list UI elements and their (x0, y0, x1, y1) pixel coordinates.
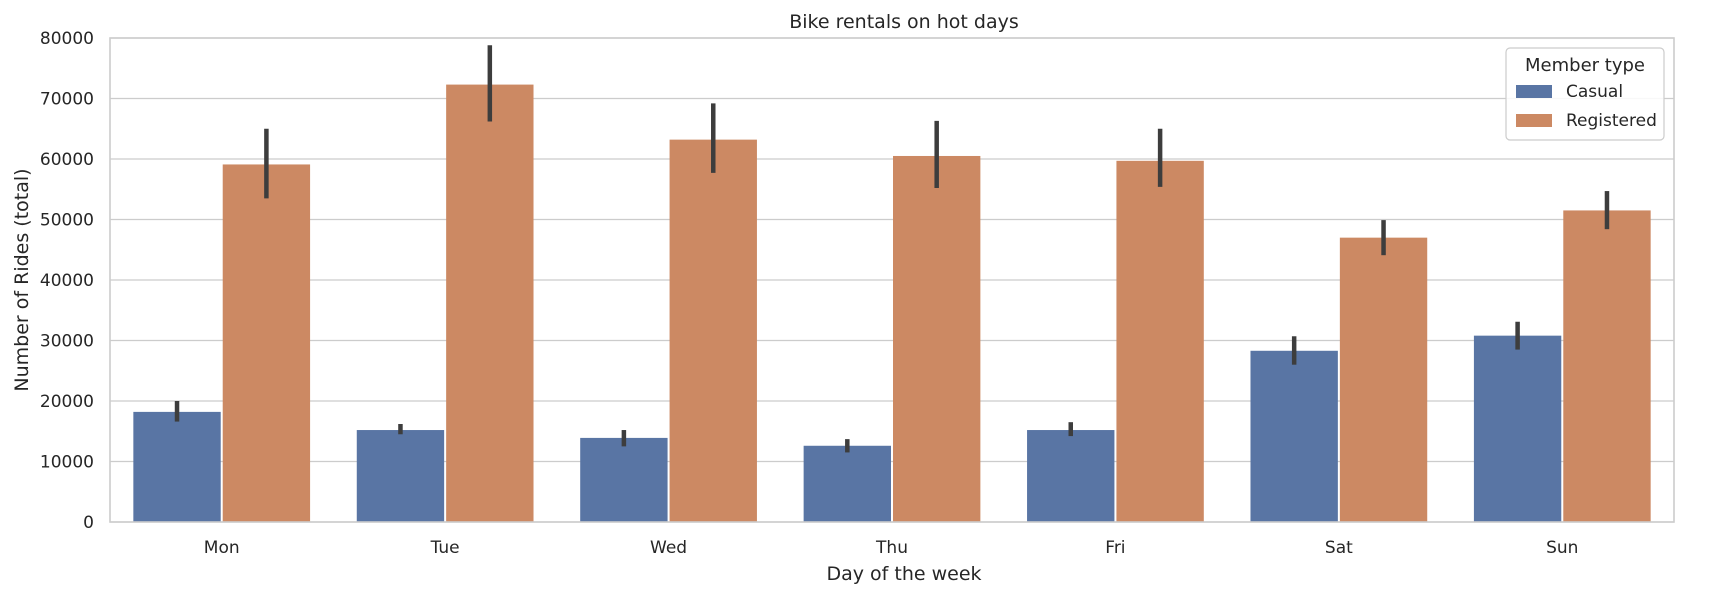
bar-casual-tue (356, 430, 445, 522)
chart-title: Bike rentals on hot days (789, 11, 1019, 33)
plot-frame (109, 37, 1675, 523)
x-tick-label: Sun (1546, 538, 1578, 558)
axes-frame (109, 37, 1675, 523)
bar-casual-fri (1027, 430, 1115, 522)
bar-registered-thu (893, 155, 981, 522)
bar-casual-thu (803, 445, 891, 522)
legend-label-registered: Registered (1566, 111, 1657, 131)
x-tick-label: Fri (1105, 538, 1125, 558)
x-tick-label: Tue (430, 538, 460, 558)
bar-casual-sun (1473, 335, 1562, 522)
legend-title: Member type (1525, 55, 1645, 76)
x-axis-label: Day of the week (826, 563, 981, 585)
legend-label-casual: Casual (1566, 82, 1623, 102)
y-tick-label: 80000 (40, 29, 94, 49)
y-tick-label: 30000 (40, 332, 94, 352)
y-tick-label: 60000 (40, 150, 94, 170)
y-tick-label: 20000 (40, 392, 94, 412)
y-tick-label: 0 (83, 513, 94, 533)
bar-registered-sun (1563, 210, 1651, 523)
bars (133, 84, 1651, 523)
grid-lines (110, 37, 1674, 523)
bar-casual-wed (580, 437, 668, 522)
bar-casual-sat (1250, 350, 1338, 522)
y-tick-label: 70000 (40, 90, 94, 110)
y-axis-label: Number of Rides (total) (11, 168, 33, 391)
x-tick-label: Wed (650, 538, 687, 558)
legend-swatch-casual (1516, 85, 1552, 98)
bar-registered-wed (669, 139, 757, 522)
y-tick-label: 40000 (40, 271, 94, 291)
bar-registered-mon (222, 164, 311, 522)
bar-registered-fri (1116, 160, 1204, 522)
y-tick-label: 10000 (40, 453, 94, 473)
legend: Member type Casual Registered (1505, 47, 1665, 141)
bar-registered-tue (446, 84, 534, 523)
x-tick-label: Sat (1325, 538, 1353, 558)
bar-casual-mon (133, 411, 221, 522)
x-tick-labels: Mon Tue Wed Thu Fri Sat Sun (204, 538, 1579, 558)
x-tick-label: Thu (875, 538, 908, 558)
error-bars (174, 45, 1610, 453)
x-tick-label: Mon (204, 538, 240, 558)
y-tick-label: 50000 (40, 211, 94, 231)
y-tick-labels: 0 10000 20000 30000 40000 50000 60000 70000 8000… (40, 29, 94, 533)
bar-registered-sat (1339, 237, 1428, 522)
legend-swatch-registered (1516, 114, 1552, 127)
